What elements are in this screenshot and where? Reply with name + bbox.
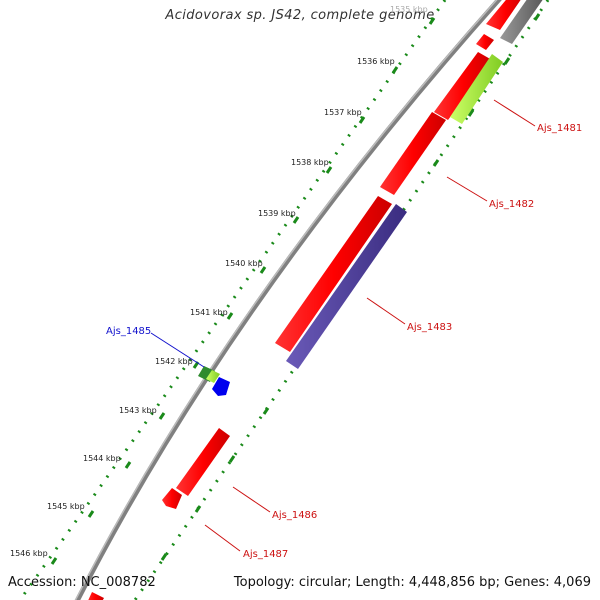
tick-label: 1546 kbp [10,549,48,558]
tick-label: 1538 kbp [291,158,329,167]
tick-label: 1539 kbp [258,209,296,218]
genome-stats-text: Topology: circular; Length: 4,448,856 bp… [233,575,591,590]
gene-label-ajs-1481[interactable]: Ajs_1481 [537,123,582,134]
tick-label: 1536 kbp [357,57,395,66]
accession-text: Accession: NC_008782 [8,575,156,590]
gene-label-ajs-1487[interactable]: Ajs_1487 [243,549,288,560]
inner-ring-major-ticks [50,17,436,565]
gene-lime-1481[interactable] [450,54,503,124]
gene-label-ajs-1485[interactable]: Ajs_1485 [106,326,151,337]
gene-red-1483[interactable] [275,196,392,352]
gene-label-ajs-1482[interactable]: Ajs_1482 [489,199,534,210]
tick-label: 1545 kbp [47,502,85,511]
gene-label-ajs-1486[interactable]: Ajs_1486 [272,510,317,521]
gene-red-1487[interactable] [162,488,182,509]
tick-label: 1535 kbp [390,5,428,14]
tick-label: 1544 kbp [83,454,121,463]
genome-backbone [74,0,502,600]
tick-label: 1537 kbp [324,108,362,117]
tick-label: 1540 kbp [225,259,263,268]
gene-leader-lines [204,99,536,552]
gene-top-red-1[interactable] [486,0,524,30]
gene-blue-1483[interactable] [286,204,407,369]
gene-red-bottom[interactable] [86,592,104,600]
gene-label-ajs-1483[interactable]: Ajs_1483 [407,322,452,333]
gene-top-gray[interactable] [500,0,546,44]
genome-backbone-highlight [74,0,498,600]
gene-top-red-2[interactable] [476,34,494,50]
gene-lime-1485[interactable] [206,370,220,383]
gene-leader-line-1485 [150,332,205,368]
tick-label: 1542 kbp [155,357,193,366]
gene-red-1482[interactable] [380,112,446,195]
inner-tick-ring [18,0,447,600]
tick-label: 1541 kbp [190,308,228,317]
gene-red-1486[interactable] [176,428,230,496]
tick-label: 1543 kbp [119,406,157,415]
gene-red-1481[interactable] [434,52,492,120]
gene-blue-1485[interactable] [212,377,230,396]
